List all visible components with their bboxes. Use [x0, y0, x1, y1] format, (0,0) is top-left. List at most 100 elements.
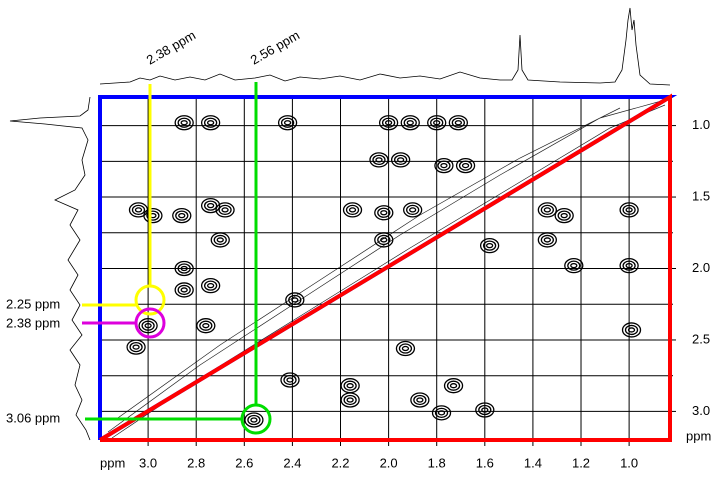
- contour-ring: [446, 380, 461, 391]
- lower-triangle: [98, 93, 672, 442]
- contour-ring: [174, 260, 194, 277]
- contour-ring: [390, 152, 411, 168]
- annotation-label: 2.56 ppm: [248, 27, 302, 67]
- contour-ring: [372, 154, 386, 166]
- contour-ring: [395, 340, 416, 357]
- contour-ring: [175, 210, 189, 221]
- contour-ring: [178, 212, 186, 219]
- contour-ring: [244, 412, 264, 428]
- contour-ring: [285, 292, 305, 308]
- contour-ring: [624, 324, 639, 336]
- contour-ring: [203, 200, 218, 211]
- cross-peak: [554, 207, 574, 224]
- annotation-label: 2.38 ppm: [144, 27, 198, 67]
- x-tick-label: 1.8: [428, 455, 446, 470]
- x-tick-label: 3.0: [139, 455, 157, 470]
- y-tick-label: 2.0: [692, 260, 710, 275]
- annotation-label: 3.06 ppm: [6, 410, 60, 425]
- y-axis-label: ppm: [686, 428, 711, 443]
- contour-ring: [177, 117, 191, 128]
- contour-ring: [434, 407, 449, 418]
- cross-peak: [143, 207, 163, 224]
- cross-peak: [244, 412, 264, 428]
- cross-peak: [128, 202, 149, 218]
- contour-ring: [437, 160, 451, 171]
- x-tick-label: 1.0: [620, 455, 638, 470]
- cross-peak: [280, 372, 300, 388]
- x-axis-label: ppm: [100, 455, 125, 470]
- cross-peak: [340, 392, 360, 408]
- contour-ring: [440, 162, 448, 169]
- contour-ring: [380, 210, 388, 216]
- cross-peak: [395, 340, 416, 357]
- cross-peak: [434, 157, 454, 174]
- contour-ring: [398, 343, 413, 354]
- contour-ring: [206, 282, 215, 289]
- cross-peak: [378, 115, 399, 131]
- contour-ring: [564, 257, 584, 274]
- contour-ring: [437, 410, 446, 416]
- contour-ring: [213, 234, 227, 246]
- contour-ring: [540, 204, 554, 216]
- contour-ring: [283, 120, 292, 126]
- contour-ring: [174, 282, 194, 298]
- contour-ring: [177, 263, 191, 274]
- cross-peak: [537, 232, 557, 248]
- contour-ring: [537, 202, 557, 218]
- contour-ring: [280, 117, 295, 128]
- contour-ring: [346, 397, 354, 403]
- cross-peak: [621, 322, 642, 338]
- contour-ring: [433, 120, 441, 126]
- cross-peak: [479, 237, 500, 254]
- contour-ring: [406, 120, 414, 126]
- contour-ring: [560, 212, 568, 219]
- contour-ring: [180, 265, 188, 272]
- contour-ring: [451, 117, 466, 128]
- y-tick-label: 1.5: [692, 188, 710, 203]
- contour-ring: [567, 260, 581, 271]
- cross-peak: [403, 202, 423, 218]
- contour-ring: [132, 344, 140, 350]
- cross-peak: [174, 282, 194, 298]
- contour-ring: [206, 202, 215, 209]
- cross-peak: [619, 257, 639, 274]
- x-tick-label: 1.6: [476, 455, 494, 470]
- contour-ring: [291, 297, 299, 303]
- contour-ring: [375, 157, 383, 163]
- contour-ring: [346, 383, 354, 389]
- contour-ring: [221, 207, 229, 213]
- x-tick-label: 2.6: [235, 455, 253, 470]
- contour-ring: [625, 262, 633, 269]
- contour-ring: [478, 404, 492, 416]
- annotation-label: 2.25 ppm: [6, 296, 60, 311]
- contour-ring: [143, 207, 163, 224]
- contour-ring: [410, 392, 430, 408]
- contour-ring: [537, 232, 557, 248]
- cross-peak: [564, 257, 584, 274]
- contour-ring: [540, 234, 554, 246]
- contour-ring: [377, 207, 391, 218]
- contour-ring: [454, 120, 463, 126]
- contour-ring: [196, 318, 216, 334]
- contour-ring: [141, 320, 155, 331]
- x-tick-label: 2.0: [380, 455, 398, 470]
- contour-ring: [343, 380, 357, 391]
- contour-ring: [622, 260, 636, 271]
- contour-ring: [345, 204, 360, 216]
- contour-ring: [448, 115, 469, 131]
- contour-ring: [557, 210, 571, 221]
- annotation: 2.56 ppm: [85, 27, 302, 435]
- cross-peak: [369, 152, 389, 168]
- contour-ring: [485, 242, 494, 249]
- contour-ring: [481, 407, 489, 413]
- cross-peak: [390, 152, 411, 168]
- cross-peak: [174, 260, 194, 277]
- y-tick-label: 1.0: [692, 117, 710, 132]
- contour-ring: [400, 115, 420, 131]
- contour-ring: [431, 405, 452, 421]
- contour-ring: [203, 280, 218, 291]
- cross-peak: [172, 207, 192, 224]
- cross-peak: [427, 115, 447, 131]
- contour-ring: [621, 322, 642, 338]
- contour-ring: [218, 204, 232, 216]
